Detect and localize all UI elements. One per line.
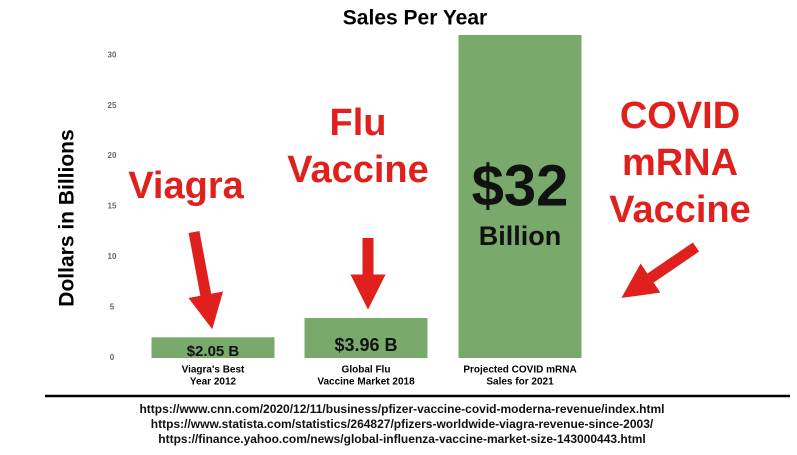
x-tick-label: Viagra's Best [182, 365, 245, 376]
x-tick-label: Projected COVID mRNA [463, 365, 576, 376]
y-tick-label: 10 [108, 252, 117, 261]
annotation: COVID [620, 95, 740, 137]
x-tick-label: Year 2012 [190, 377, 237, 388]
data-label: Billion [479, 221, 562, 251]
arrow [621, 242, 700, 298]
data-label: $2.05 B [187, 343, 240, 360]
y-axis-label: Dollars in Billions [56, 129, 79, 306]
source: https://www.statista.com/statistics/2648… [151, 417, 654, 431]
data-label: $32 [472, 153, 569, 218]
y-tick-label: 15 [108, 202, 117, 211]
data-label: $3.96 B [334, 335, 397, 355]
arrow [188, 230, 224, 330]
source: https://www.cnn.com/2020/12/11/business/… [139, 402, 664, 416]
y-tick-label: 0 [110, 353, 115, 362]
annotation: mRNA [622, 142, 738, 184]
y-tick-label: 25 [108, 101, 117, 110]
x-tick-label: Vaccine Market 2018 [317, 377, 415, 388]
annotation: Vaccine [609, 189, 751, 231]
y-tick-label: 20 [108, 151, 117, 160]
bar [151, 337, 275, 358]
bar [458, 35, 582, 358]
x-tick-label: Global Flu [342, 365, 391, 376]
annotation: Flu [330, 102, 387, 144]
x-tick-label: Sales for 2021 [486, 377, 554, 388]
chart-title: Sales Per Year [343, 7, 487, 30]
source: https://finance.yahoo.com/news/global-in… [158, 432, 645, 446]
annotation: Vaccine [287, 149, 429, 191]
annotation: Viagra [128, 165, 244, 207]
bar [304, 318, 428, 358]
y-tick-label: 30 [108, 50, 117, 59]
y-tick-label: 5 [110, 303, 115, 312]
